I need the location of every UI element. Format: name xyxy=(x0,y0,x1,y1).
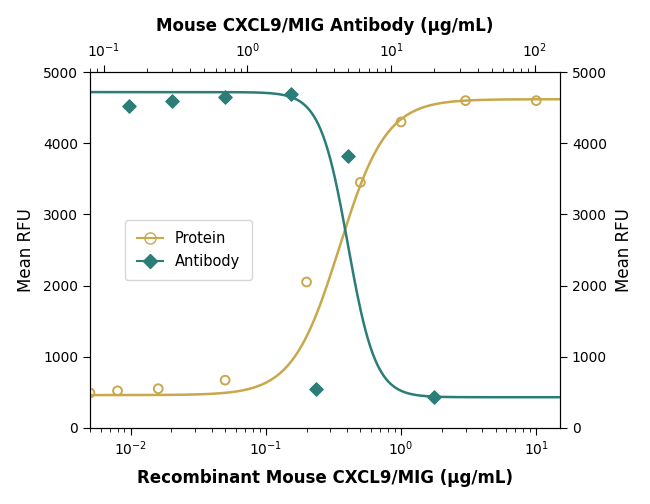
Point xyxy=(531,97,541,105)
Point xyxy=(311,385,321,393)
Point xyxy=(429,393,439,401)
Point xyxy=(343,152,353,160)
Point xyxy=(355,178,365,186)
Point xyxy=(112,387,123,395)
Point xyxy=(460,97,471,105)
Point xyxy=(124,102,135,110)
Point xyxy=(153,385,163,393)
Y-axis label: Mean RFU: Mean RFU xyxy=(17,208,34,292)
Y-axis label: Mean RFU: Mean RFU xyxy=(616,208,633,292)
X-axis label: Recombinant Mouse CXCL9/MIG (μg/mL): Recombinant Mouse CXCL9/MIG (μg/mL) xyxy=(137,469,513,487)
Point xyxy=(167,97,177,105)
Point xyxy=(84,389,95,397)
Point xyxy=(220,376,230,384)
X-axis label: Mouse CXCL9/MIG Antibody (μg/mL): Mouse CXCL9/MIG Antibody (μg/mL) xyxy=(156,17,494,35)
Legend: Protein, Antibody: Protein, Antibody xyxy=(125,220,252,280)
Point xyxy=(302,278,312,286)
Point xyxy=(220,93,231,101)
Point xyxy=(396,118,406,126)
Point xyxy=(285,90,296,98)
